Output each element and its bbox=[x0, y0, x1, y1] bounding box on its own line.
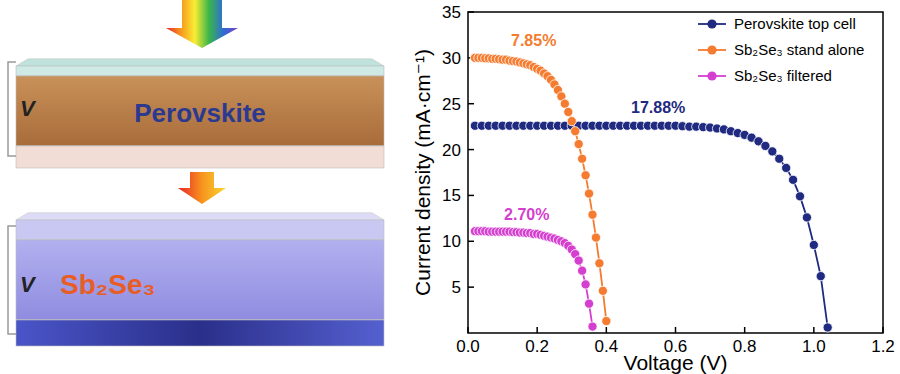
x-tick-label: 0.0 bbox=[456, 337, 480, 356]
top-glass-top bbox=[16, 59, 384, 66]
voltage-label: V bbox=[20, 96, 37, 121]
data-point bbox=[584, 299, 593, 308]
y-tick bbox=[468, 103, 474, 105]
x-tick-label: 0.4 bbox=[595, 337, 619, 356]
x-tick bbox=[606, 327, 608, 333]
series-line bbox=[475, 231, 593, 326]
data-point bbox=[584, 189, 593, 198]
x-tick-label: 0.8 bbox=[733, 337, 757, 356]
y-tick-label: 25 bbox=[442, 95, 461, 114]
data-point bbox=[775, 154, 784, 163]
data-point bbox=[578, 266, 587, 275]
data-point bbox=[795, 192, 804, 201]
data-point bbox=[567, 117, 576, 126]
plot-frame bbox=[468, 12, 883, 333]
data-point bbox=[782, 163, 791, 172]
y-tick-label: 10 bbox=[442, 232, 461, 251]
y-tick-label: 5 bbox=[452, 278, 461, 297]
y-tick-label: 15 bbox=[442, 186, 461, 205]
y-tick bbox=[468, 286, 474, 288]
data-point bbox=[788, 175, 797, 184]
bottom-glass bbox=[16, 213, 384, 240]
voltage-label: V bbox=[20, 272, 37, 297]
series-line bbox=[475, 58, 606, 321]
data-point bbox=[588, 322, 597, 331]
bottom-back-layer bbox=[16, 320, 384, 346]
sb2se3-layer bbox=[16, 240, 384, 320]
top-back-layer bbox=[16, 146, 384, 168]
data-point bbox=[602, 316, 611, 325]
y-tick-label: 35 bbox=[442, 3, 461, 22]
data-point bbox=[802, 213, 811, 222]
bottom-glass-front bbox=[16, 220, 384, 240]
annotation: 7.85% bbox=[511, 32, 556, 49]
x-tick-label: 1.0 bbox=[802, 337, 826, 356]
series bbox=[470, 121, 832, 332]
x-tick bbox=[813, 327, 815, 333]
top-glass bbox=[16, 59, 384, 76]
bottom-wire bbox=[8, 226, 16, 334]
data-point bbox=[574, 256, 583, 265]
x-tick bbox=[536, 327, 538, 333]
x-tick-label: 1.2 bbox=[871, 337, 895, 356]
legend-marker bbox=[707, 71, 716, 80]
data-point bbox=[571, 127, 580, 136]
data-point bbox=[816, 272, 825, 281]
sb2se3-layer-front bbox=[16, 240, 384, 320]
layer-label: Perovskite bbox=[134, 98, 266, 128]
data-point bbox=[574, 139, 583, 148]
bottom-back-layer-front bbox=[16, 320, 384, 346]
perovskite-layer-front bbox=[16, 76, 384, 146]
annotation: 17.88% bbox=[631, 99, 685, 116]
legend-label: Sb₂Se₃ filtered bbox=[734, 67, 832, 84]
series bbox=[470, 227, 597, 332]
x-tick bbox=[675, 327, 677, 333]
data-point bbox=[823, 323, 832, 332]
layer-label: Sb₂Se₃ bbox=[60, 269, 155, 300]
data-point bbox=[560, 99, 569, 108]
perovskite-layer bbox=[16, 76, 384, 146]
data-point bbox=[595, 259, 604, 268]
y-tick bbox=[468, 149, 474, 151]
device-diagram: V V Perovskite Sb₂Se₃ bbox=[8, 0, 384, 346]
data-point bbox=[588, 210, 597, 219]
data-point bbox=[598, 286, 607, 295]
filtered-light-arrow bbox=[178, 172, 226, 204]
figure: VVPerovskiteSb₂Se₃0.00.20.40.60.81.01.25… bbox=[0, 0, 900, 374]
y-tick-label: 20 bbox=[442, 141, 461, 160]
y-tick-label: 30 bbox=[442, 49, 461, 68]
data-point bbox=[809, 240, 818, 249]
legend: Perovskite top cell Sb₂Se₃ stand alone Sb₂… bbox=[698, 15, 864, 84]
data-point bbox=[581, 171, 590, 180]
top-back-layer-front bbox=[16, 146, 384, 168]
data-point bbox=[581, 280, 590, 289]
top-glass-front bbox=[16, 66, 384, 76]
legend-label: Perovskite top cell bbox=[734, 15, 856, 32]
top-wire bbox=[8, 62, 16, 156]
y-tick bbox=[468, 195, 474, 197]
annotation: 2.70% bbox=[504, 206, 549, 223]
data-point bbox=[578, 154, 587, 163]
data-point bbox=[564, 107, 573, 116]
legend-marker bbox=[707, 19, 716, 28]
plot-area bbox=[470, 53, 832, 332]
legend-label: Sb₂Se₃ stand alone bbox=[734, 41, 864, 58]
light-arrow bbox=[166, 0, 238, 48]
chart: 0.00.20.40.60.81.01.25101520253035Voltag… bbox=[411, 3, 895, 374]
x-tick bbox=[744, 327, 746, 333]
x-axis-label: Voltage (V) bbox=[624, 351, 728, 374]
series-line bbox=[475, 126, 828, 328]
y-tick bbox=[468, 241, 474, 243]
series bbox=[470, 53, 611, 325]
x-tick-label: 0.2 bbox=[525, 337, 549, 356]
legend-marker bbox=[707, 45, 716, 54]
data-point bbox=[591, 233, 600, 242]
bottom-glass-top bbox=[16, 213, 384, 220]
y-axis-label: Current density (mA·cm⁻¹) bbox=[411, 49, 434, 296]
data-point bbox=[768, 147, 777, 156]
